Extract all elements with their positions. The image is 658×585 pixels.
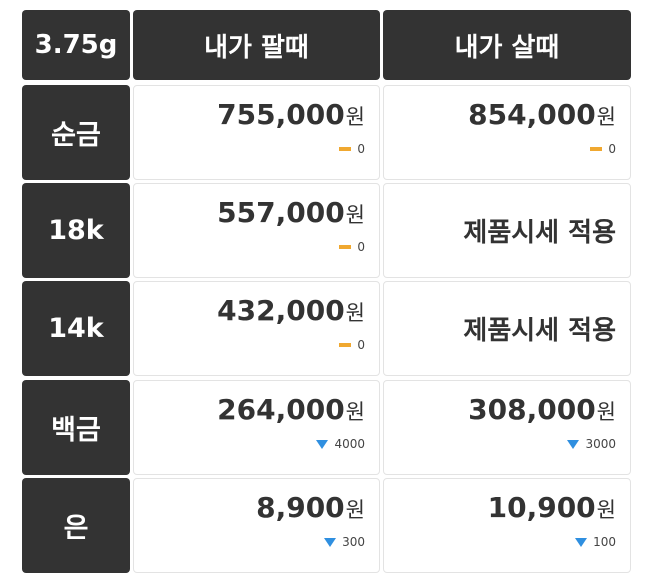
price-unit: 원: [596, 498, 616, 522]
change-value: 3000: [585, 437, 616, 451]
change: 100: [575, 535, 616, 549]
price-cell: 제품시세 적용: [383, 183, 631, 278]
header-cell: 내가 살때: [383, 10, 631, 80]
change-value: 0: [357, 240, 365, 254]
price-cell: 308,000원 3000: [383, 380, 631, 475]
price-value: 432,000: [217, 294, 345, 327]
price-cell: 432,000원 0: [133, 281, 380, 376]
header-cell: 내가 팔때: [133, 10, 380, 80]
change: 3000: [567, 437, 616, 451]
price-unit: 원: [345, 105, 365, 129]
price-value: 557,000: [217, 196, 345, 229]
price: 10,900원: [488, 491, 616, 524]
price-unit: 원: [345, 498, 365, 522]
trend-icon: [590, 147, 603, 151]
price: 308,000원: [468, 393, 616, 426]
price-cell: 제품시세 적용: [383, 281, 631, 376]
note-text: 제품시세 적용: [463, 316, 616, 346]
trend-icon: [339, 147, 352, 151]
price-cell: 557,000원 0: [133, 183, 380, 278]
price-unit: 원: [345, 400, 365, 424]
note-text: 제품시세 적용: [463, 218, 616, 248]
price-value: 308,000: [468, 393, 596, 426]
price-cell: 854,000원 0: [383, 85, 631, 180]
trend-icon: [339, 343, 352, 347]
header-cell: 3.75g: [22, 10, 130, 80]
change-value: 4000: [334, 437, 365, 451]
change: 0: [590, 142, 616, 156]
price: 264,000원: [217, 393, 365, 426]
price-value: 755,000: [217, 98, 345, 131]
price-cell: 10,900원 100: [383, 478, 631, 573]
row-label: 18k: [22, 183, 130, 278]
price: 432,000원: [217, 294, 365, 327]
price-value: 854,000: [468, 98, 596, 131]
price-cell: 755,000원 0: [133, 85, 380, 180]
price-cell: 264,000원 4000: [133, 380, 380, 475]
row-label: 14k: [22, 281, 130, 376]
trend-icon: [575, 537, 588, 547]
price-cell: 8,900원 300: [133, 478, 380, 573]
price-unit: 원: [345, 301, 365, 325]
price: 557,000원: [217, 196, 365, 229]
change-value: 300: [342, 535, 365, 549]
change: 0: [339, 338, 365, 352]
price-value: 8,900: [256, 491, 345, 524]
trend-icon: [567, 439, 580, 449]
price: 755,000원: [217, 98, 365, 131]
change-value: 0: [608, 142, 616, 156]
price-unit: 원: [596, 105, 616, 129]
price-value: 264,000: [217, 393, 345, 426]
change: 0: [339, 240, 365, 254]
price: 8,900원: [256, 491, 365, 524]
change: 300: [324, 535, 365, 549]
change: 0: [339, 142, 365, 156]
change-value: 0: [357, 338, 365, 352]
price-unit: 원: [345, 203, 365, 227]
price: 854,000원: [468, 98, 616, 131]
price-value: 10,900: [487, 491, 596, 524]
change-value: 0: [357, 142, 365, 156]
change: 4000: [316, 437, 365, 451]
row-label: 순금: [22, 85, 130, 180]
row-label: 은: [22, 478, 130, 573]
trend-icon: [324, 537, 337, 547]
trend-icon: [316, 439, 329, 449]
trend-icon: [339, 245, 352, 249]
row-label: 백금: [22, 380, 130, 475]
price-unit: 원: [596, 400, 616, 424]
change-value: 100: [593, 535, 616, 549]
